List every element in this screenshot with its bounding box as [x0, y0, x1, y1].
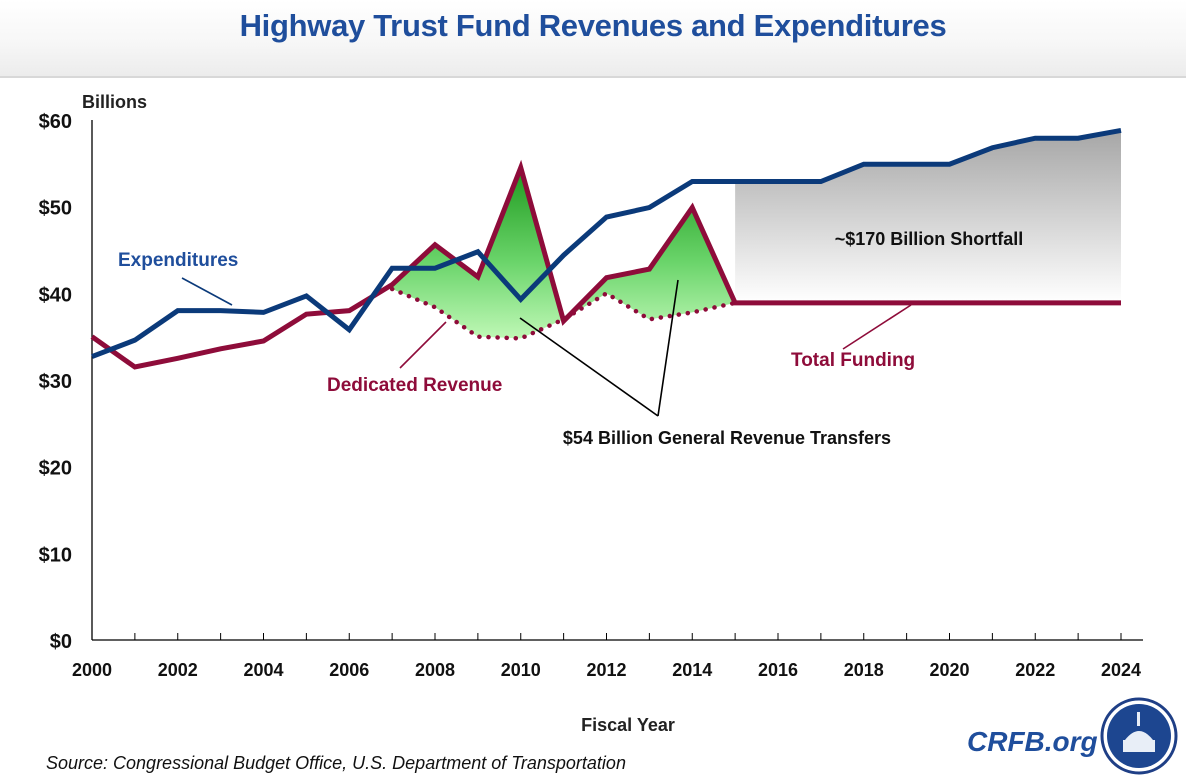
- x-tick-label: 2004: [243, 660, 283, 680]
- x-tick-label: 2020: [929, 660, 969, 680]
- y-tick-label: $40: [39, 284, 72, 306]
- y-tick-label: $0: [50, 631, 72, 653]
- dedicated-revenue-label: Dedicated Revenue: [327, 375, 502, 396]
- header-banner: Highway Trust Fund Revenues and Expendit…: [0, 0, 1186, 78]
- x-tick-label: 2002: [158, 660, 198, 680]
- x-tick-label: 2008: [415, 660, 455, 680]
- transfers-leader-right: [657, 279, 679, 417]
- y-tick-label: $30: [39, 371, 72, 393]
- expenditures-line: [91, 127, 1122, 359]
- shortfall-area: [735, 130, 1121, 303]
- chart-title: Highway Trust Fund Revenues and Expendit…: [239, 8, 947, 43]
- dedicated-revenue-leader: [399, 321, 447, 369]
- y-tick-label: $50: [39, 198, 72, 220]
- y-tick-label: $20: [39, 458, 72, 480]
- total-funding-leader: [842, 304, 912, 350]
- total-funding-label: Total Funding: [791, 350, 915, 371]
- transfers-leader-left: [519, 317, 659, 417]
- expenditures-label: Expenditures: [118, 250, 238, 271]
- total-funding-line: [90, 159, 1121, 370]
- y-tick-label: $60: [39, 111, 72, 133]
- dedicated-revenue-line: [389, 286, 738, 341]
- x-tick-label: 2010: [501, 660, 541, 680]
- x-tick-label: 2000: [72, 660, 112, 680]
- transfers-label: $54 Billion General Revenue Transfers: [563, 428, 891, 448]
- shortfall-label: ~$170 Billion Shortfall: [835, 229, 1024, 249]
- x-tick-label: 2022: [1015, 660, 1055, 680]
- y-axis-title: Billions: [82, 92, 147, 112]
- x-tick-label: 2016: [758, 660, 798, 680]
- x-tick-label: 2012: [586, 660, 626, 680]
- y-tick-label: $10: [39, 544, 72, 566]
- source-note: Source: Congressional Budget Office, U.S…: [46, 753, 626, 773]
- x-tick-label: 2024: [1101, 660, 1141, 680]
- x-tick-label: 2018: [844, 660, 884, 680]
- expenditures-leader: [181, 277, 233, 306]
- x-tick-label: 2006: [329, 660, 369, 680]
- x-axis-title: Fiscal Year: [581, 715, 675, 735]
- brand-link[interactable]: CRFB.org: [967, 726, 1098, 757]
- x-tick-label: 2014: [672, 660, 712, 680]
- transfers-area: [392, 167, 736, 339]
